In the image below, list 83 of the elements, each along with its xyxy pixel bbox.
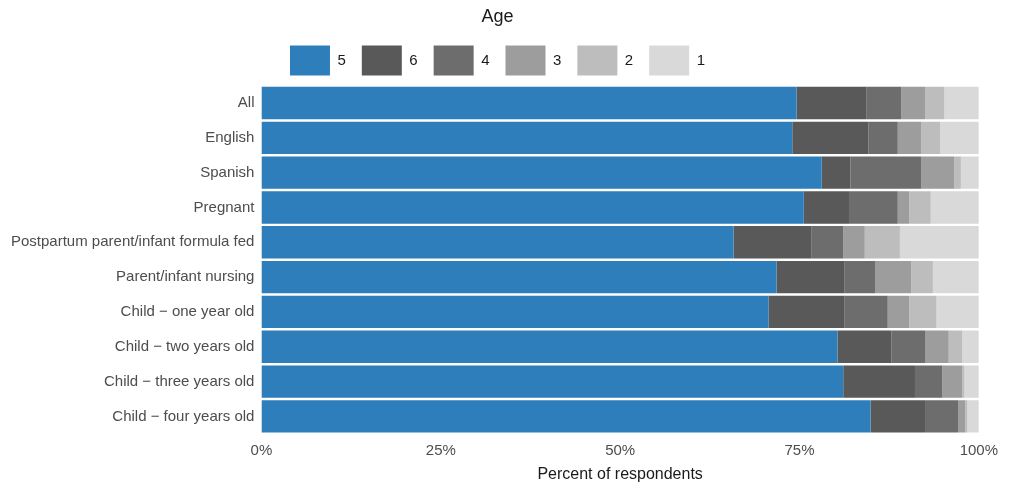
- bar: [921, 156, 955, 189]
- bar: [261, 121, 793, 155]
- bar: [261, 295, 769, 329]
- bar: [821, 156, 851, 189]
- bar: [887, 295, 910, 329]
- bar: [803, 191, 849, 224]
- bar: [811, 226, 844, 259]
- bar: [925, 400, 959, 433]
- bar: [901, 86, 926, 120]
- bar: [909, 191, 931, 224]
- y-tick-label: Postpartum parent/infant formula fed: [11, 232, 255, 250]
- bar: [875, 260, 912, 294]
- bar: [864, 226, 900, 259]
- legend-label: 1: [696, 50, 706, 68]
- bar: [261, 400, 871, 433]
- bar: [940, 121, 979, 155]
- bar: [768, 295, 845, 329]
- bar: [843, 226, 865, 259]
- y-tick-label: Pregnant: [193, 197, 256, 215]
- bar: [944, 86, 979, 120]
- bar: [796, 86, 867, 120]
- bar: [909, 295, 937, 329]
- bar: [837, 330, 892, 363]
- bar: [844, 295, 888, 329]
- x-tick-label: 0%: [250, 440, 273, 458]
- bar: [850, 156, 922, 189]
- legend-label: 4: [481, 50, 490, 68]
- legend-label: 5: [337, 50, 346, 68]
- bar: [967, 400, 979, 433]
- bar: [868, 121, 898, 155]
- bar: [261, 365, 844, 398]
- bar: [962, 365, 965, 398]
- bar: [776, 260, 845, 294]
- bar: [925, 86, 945, 120]
- legend-label: 6: [409, 50, 418, 68]
- y-tick-label: English: [205, 127, 255, 145]
- bar: [897, 191, 910, 224]
- bar: [848, 191, 898, 224]
- y-tick-label: Child − one year old: [120, 302, 255, 320]
- bar: [942, 365, 963, 398]
- bar: [954, 156, 961, 189]
- x-tick-label: 50%: [605, 440, 636, 458]
- bar: [897, 121, 922, 155]
- bar: [844, 260, 876, 294]
- bar: [792, 121, 869, 155]
- bar: [932, 260, 979, 294]
- y-tick-label: Spanish: [200, 162, 255, 180]
- y-tick-label: Child − three years old: [103, 371, 255, 389]
- x-tick-label: 25%: [425, 440, 456, 458]
- x-axis-title: Percent of respondents: [537, 464, 703, 482]
- y-tick-label: All: [237, 93, 255, 111]
- bar: [948, 330, 963, 363]
- y-tick-label: Child − four years old: [112, 406, 255, 424]
- bar: [261, 191, 804, 224]
- bar: [964, 365, 979, 398]
- bar: [911, 260, 933, 294]
- x-tick-label: 75%: [784, 440, 815, 458]
- legend-title: Age: [481, 5, 514, 26]
- bar: [962, 330, 979, 363]
- legend-label: 2: [624, 50, 634, 68]
- bar: [958, 400, 966, 433]
- bar: [843, 365, 915, 398]
- bar: [261, 260, 777, 294]
- bar: [925, 330, 949, 363]
- bar: [930, 191, 979, 224]
- bar: [914, 365, 943, 398]
- bar: [965, 400, 968, 433]
- bar: [891, 330, 926, 363]
- bar: [960, 156, 979, 189]
- y-tick-label: Child − two years old: [114, 336, 255, 354]
- bar: [261, 86, 797, 120]
- bar: [261, 330, 838, 363]
- bar: [936, 295, 979, 329]
- bar: [899, 226, 979, 259]
- bar: [261, 226, 734, 259]
- bar: [870, 400, 926, 433]
- bar: [261, 156, 822, 189]
- legend-label: 3: [553, 50, 562, 68]
- x-tick-label: 100%: [959, 440, 999, 458]
- bar: [921, 121, 941, 155]
- bar: [866, 86, 902, 120]
- bar: [733, 226, 812, 259]
- y-tick-label: Parent/infant nursing: [116, 267, 255, 285]
